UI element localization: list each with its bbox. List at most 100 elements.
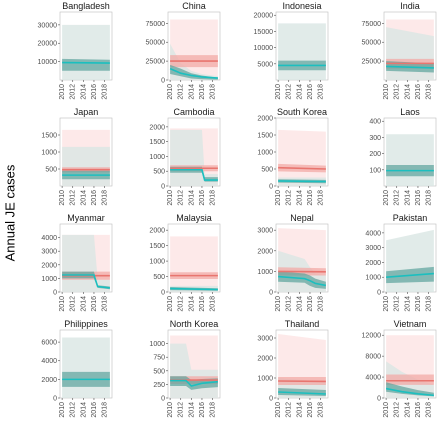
x-tick-label-cambodia: 2014 xyxy=(188,190,195,206)
x-tick-label-myanmar: 2010 xyxy=(59,296,66,312)
x-tick-label-india: 2010 xyxy=(383,84,390,100)
x-tick-label-china: 2014 xyxy=(188,84,195,100)
x-tick-label-south-korea: 2014 xyxy=(296,190,303,206)
x-tick-label-myanmar: 2014 xyxy=(80,296,87,312)
x-tick-label-japan: 2012 xyxy=(70,190,77,206)
y-tick-label-japan: 1000 xyxy=(41,150,57,157)
y-tick-label-china: 75000 xyxy=(146,21,166,28)
x-tick-label-malaysia: 2012 xyxy=(178,296,185,312)
y-tick-label-philippines: 6000 xyxy=(41,340,57,347)
pred-band-teal-indonesia xyxy=(278,23,326,80)
y-tick-label-indonesia: 5000 xyxy=(257,61,273,68)
panel-title-japan: Japan xyxy=(74,107,99,117)
pred-band-red-malaysia xyxy=(170,236,218,292)
panel-title-cambodia: Cambodia xyxy=(173,107,214,117)
panel-title-vietnam: Vietnam xyxy=(394,319,427,329)
ci-band-teal-china xyxy=(170,64,218,80)
x-tick-label-vietnam: 2010 xyxy=(383,402,390,418)
y-tick-label-indonesia: 20000 xyxy=(254,13,274,20)
panel-title-myanmar: Myanmar xyxy=(67,213,105,223)
y-tick-label-philippines: 2000 xyxy=(41,377,57,384)
y-tick-label-malaysia: 500 xyxy=(153,274,165,281)
y-tick-label-india: 50000 xyxy=(362,40,382,47)
y-tick-label-laos: 100 xyxy=(369,167,381,174)
panel-title-north-korea: North Korea xyxy=(170,319,219,329)
x-tick-label-laos: 2012 xyxy=(394,190,401,206)
series-line-teal-china xyxy=(169,67,218,79)
x-tick-label-laos: 2016 xyxy=(415,190,422,206)
panel-title-laos: Laos xyxy=(400,107,420,117)
y-tick-label-north-korea: 0 xyxy=(161,396,165,403)
y-tick-label-cambodia: 0 xyxy=(161,184,165,191)
x-tick-label-cambodia: 2018 xyxy=(210,190,217,206)
x-tick-label-vietnam: 2014 xyxy=(404,402,411,418)
y-tick-label-japan: 1500 xyxy=(41,133,57,140)
x-tick-label-thailand: 2010 xyxy=(275,402,282,418)
y-tick-label-bangladesh: 20000 xyxy=(38,41,58,48)
series-line-teal-pakistan xyxy=(386,272,434,279)
y-tick-label-bangladesh: 10000 xyxy=(38,59,58,66)
panel-title-china: China xyxy=(182,1,206,11)
y-tick-label-bangladesh: 30000 xyxy=(38,22,58,29)
x-tick-label-indonesia: 2014 xyxy=(296,84,303,100)
y-tick-label-pakistan: 3000 xyxy=(365,245,381,252)
y-tick-label-myanmar: 0 xyxy=(53,290,57,297)
x-tick-label-north-korea: 2012 xyxy=(178,402,185,418)
y-tick-label-indonesia: 15000 xyxy=(254,29,274,36)
y-tick-label-china: 0 xyxy=(161,78,165,85)
x-tick-label-philippines: 2012 xyxy=(70,402,77,418)
panel-title-pakistan: Pakistan xyxy=(393,213,428,223)
x-tick-label-pakistan: 2018 xyxy=(426,296,433,312)
y-tick-label-laos: 300 xyxy=(369,135,381,142)
y-tick-label-indonesia: 10000 xyxy=(254,45,274,52)
y-tick-label-malaysia: 2000 xyxy=(149,228,165,235)
x-tick-label-indonesia: 2010 xyxy=(275,84,282,100)
x-tick-label-indonesia: 2018 xyxy=(318,84,325,100)
y-tick-label-laos: 400 xyxy=(369,119,381,126)
x-tick-label-pakistan: 2014 xyxy=(404,296,411,312)
panel-title-thailand: Thailand xyxy=(285,319,320,329)
x-tick-label-vietnam: 2016 xyxy=(415,402,422,418)
y-tick-label-pakistan: 4000 xyxy=(365,230,381,237)
x-tick-label-laos: 2010 xyxy=(383,190,390,206)
x-tick-label-bangladesh: 2016 xyxy=(91,84,98,100)
x-tick-label-china: 2016 xyxy=(199,84,206,100)
y-tick-label-malaysia: 1000 xyxy=(149,259,165,266)
y-tick-label-philippines: 0 xyxy=(53,396,57,403)
y-tick-label-philippines: 4000 xyxy=(41,358,57,365)
x-tick-label-bangladesh: 2014 xyxy=(80,84,87,100)
y-tick-label-north-korea: 750 xyxy=(153,355,165,362)
y-tick-label-north-korea: 1000 xyxy=(149,341,165,348)
y-tick-label-south-korea: 0 xyxy=(269,184,273,191)
x-tick-label-nepal: 2010 xyxy=(275,296,282,312)
y-tick-label-vietnam: 12000 xyxy=(362,333,382,340)
x-tick-label-japan: 2010 xyxy=(59,190,66,206)
y-tick-label-thailand: 1000 xyxy=(257,376,273,383)
y-tick-label-cambodia: 1000 xyxy=(149,154,165,161)
y-tick-label-china: 50000 xyxy=(146,40,166,47)
x-tick-label-pakistan: 2012 xyxy=(394,296,401,312)
pred-band-teal-bangladesh xyxy=(62,24,110,80)
series-line-teal-south-korea xyxy=(278,180,326,183)
series-line-teal-cambodia xyxy=(170,168,218,181)
x-tick-label-philippines: 2014 xyxy=(80,402,87,418)
x-tick-label-thailand: 2016 xyxy=(307,402,314,418)
pred-band-teal-laos xyxy=(386,134,434,186)
y-tick-label-south-korea: 1000 xyxy=(257,150,273,157)
y-tick-label-india: 75000 xyxy=(362,21,382,28)
y-tick-label-pakistan: 0 xyxy=(377,290,381,297)
ci-band-red-vietnam xyxy=(386,374,434,385)
y-tick-label-south-korea: 500 xyxy=(261,167,273,174)
x-tick-label-nepal: 2014 xyxy=(296,296,303,312)
ci-band-teal-bangladesh xyxy=(62,58,110,71)
y-tick-label-thailand: 2000 xyxy=(257,356,273,363)
x-tick-label-north-korea: 2014 xyxy=(188,402,195,418)
x-tick-label-india: 2018 xyxy=(426,84,433,100)
ci-band-teal-vietnam xyxy=(386,382,434,397)
y-tick-label-india: 25000 xyxy=(362,59,382,66)
panel-title-south-korea: South Korea xyxy=(277,107,327,117)
x-tick-label-cambodia: 2016 xyxy=(199,190,206,206)
x-tick-label-japan: 2016 xyxy=(91,190,98,206)
x-tick-label-indonesia: 2012 xyxy=(286,84,293,100)
